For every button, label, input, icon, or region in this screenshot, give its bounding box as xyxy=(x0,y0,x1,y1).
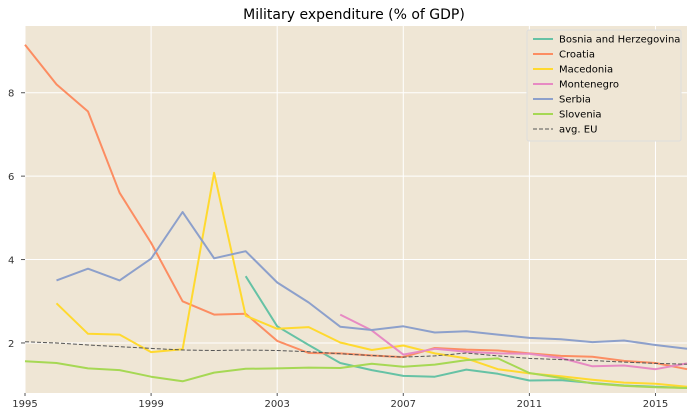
legend-label: Macedonia xyxy=(559,65,613,76)
series-line-slovenia xyxy=(24,357,688,389)
x-tick-label: 1999 xyxy=(138,399,163,410)
legend-box xyxy=(526,29,682,142)
series-line-macedonia xyxy=(55,171,688,388)
series-lines xyxy=(24,44,688,389)
series-line-serbia xyxy=(56,211,688,350)
chart-title: Military expenditure (% of GDP) xyxy=(243,7,465,23)
legend-label: avg. EU xyxy=(559,125,597,136)
x-tick-label: 2011 xyxy=(517,399,542,410)
legend: Bosnia and Herzegovina Croatia Macedonia Mo… xyxy=(526,29,682,142)
legend-label: Slovenia xyxy=(559,110,602,121)
legend-label: Montenegro xyxy=(559,80,619,91)
y-tick-label: 4 xyxy=(8,256,14,267)
legend-label: Serbia xyxy=(559,95,591,106)
x-tick-label: 1995 xyxy=(12,399,37,410)
legend-label: Croatia xyxy=(559,50,595,61)
x-tick-label: 2007 xyxy=(391,399,416,410)
x-tick-label: 2003 xyxy=(264,399,289,410)
legend-label: Bosnia and Herzegovina xyxy=(559,35,680,46)
axes: 1995 1999 2003 2007 2011 2015 2 4 6 8 xyxy=(8,89,668,410)
series-line-avg-eu xyxy=(24,341,688,365)
y-tick-label: 8 xyxy=(8,89,14,100)
x-tick-label: 2015 xyxy=(643,399,668,410)
y-tick-label: 6 xyxy=(8,172,14,183)
series-line-montenegro xyxy=(339,313,688,371)
y-tick-label: 2 xyxy=(8,339,14,350)
